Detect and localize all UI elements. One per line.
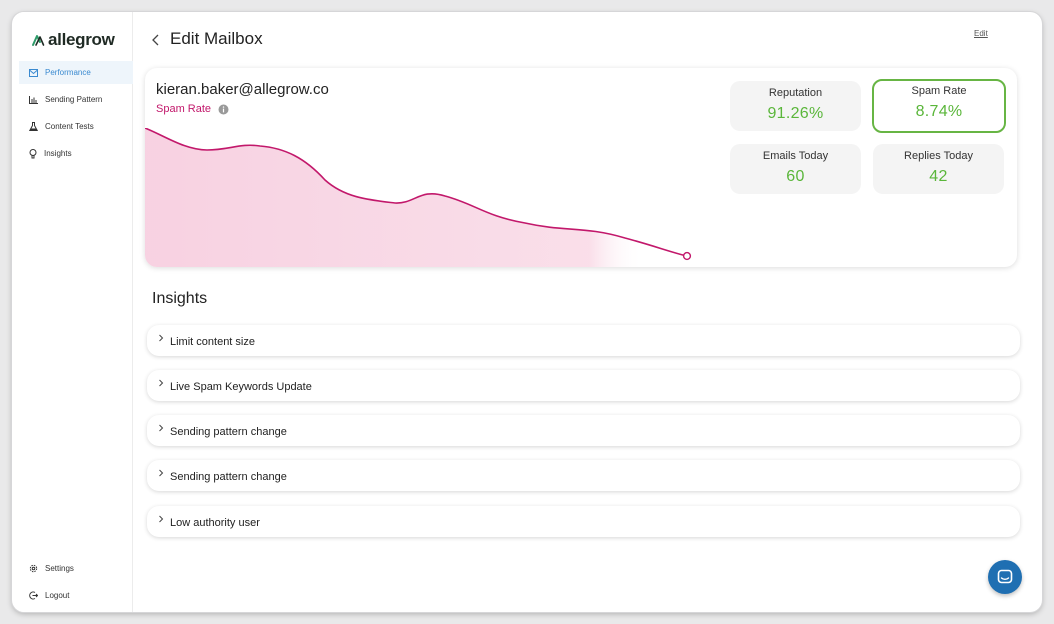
sidebar-item-logout[interactable]: Logout: [19, 584, 133, 607]
logout-icon: [29, 591, 38, 600]
chevron-left-icon: [152, 34, 159, 46]
stat-spam-rate[interactable]: Spam Rate 8.74%: [872, 79, 1006, 133]
sidebar-item-insights[interactable]: Insights: [19, 142, 133, 165]
chart-line: [145, 128, 688, 257]
brand-name: allegrow: [48, 30, 115, 49]
chevron-right-icon: [159, 424, 164, 432]
insight-item[interactable]: Low authority user: [147, 506, 1020, 537]
sidebar-item-label: Insights: [44, 149, 72, 158]
stat-label: Emails Today: [762, 150, 829, 162]
sidebar: allegrow Performance Sending Pattern: [19, 12, 133, 612]
back-button[interactable]: [149, 31, 163, 49]
stat-label: Reputation: [768, 87, 823, 99]
chat-icon: [997, 569, 1013, 584]
chevron-right-icon: [159, 379, 164, 387]
sidebar-nav: Performance Sending Pattern Content Test…: [19, 61, 133, 169]
edit-link[interactable]: Edit: [974, 29, 988, 38]
mailbox-email: kieran.baker@allegrow.co: [156, 81, 329, 98]
sidebar-item-performance[interactable]: Performance: [19, 61, 133, 84]
gear-icon: [29, 564, 38, 573]
sidebar-item-sending-pattern[interactable]: Sending Pattern: [19, 88, 133, 111]
stat-label: Spam Rate: [911, 85, 967, 97]
spam-rate-chart: [145, 128, 692, 267]
insight-item[interactable]: Live Spam Keywords Update: [147, 370, 1020, 401]
insight-label: Sending pattern change: [170, 471, 287, 483]
chat-launcher-button[interactable]: [988, 560, 1022, 594]
info-icon[interactable]: [218, 104, 229, 115]
insight-label: Live Spam Keywords Update: [170, 381, 312, 393]
insight-label: Sending pattern change: [170, 426, 287, 438]
stat-value: 8.74%: [915, 103, 963, 120]
sidebar-item-content-tests[interactable]: Content Tests: [19, 115, 133, 138]
chevron-right-icon: [159, 515, 164, 523]
mailbox-summary-card: kieran.baker@allegrow.co Spam Rate Reput…: [145, 68, 1017, 267]
stat-reputation: Reputation 91.26%: [730, 81, 861, 131]
sidebar-bottom-nav: Settings Logout: [19, 557, 133, 611]
app-window: allegrow Performance Sending Pattern: [12, 12, 1042, 612]
lightbulb-icon: [29, 148, 37, 158]
brand-logo[interactable]: allegrow: [31, 30, 115, 50]
sidebar-item-label: Logout: [45, 591, 70, 600]
insights-title: Insights: [152, 290, 208, 307]
mail-icon: [29, 68, 38, 77]
sidebar-item-label: Sending Pattern: [45, 95, 103, 104]
sidebar-item-label: Performance: [45, 68, 91, 77]
insight-label: Low authority user: [170, 517, 260, 529]
sidebar-item-label: Content Tests: [45, 122, 94, 131]
chevron-right-icon: [159, 469, 164, 477]
sidebar-item-settings[interactable]: Settings: [19, 557, 133, 580]
insight-item[interactable]: Sending pattern change: [147, 460, 1020, 491]
stat-value: 60: [786, 168, 805, 185]
stat-emails-today: Emails Today 60: [730, 144, 861, 194]
flask-icon: [29, 122, 38, 131]
stat-replies-today: Replies Today 42: [873, 144, 1004, 194]
insight-item[interactable]: Limit content size: [147, 325, 1020, 356]
chart-end-point[interactable]: [682, 251, 692, 261]
page-title: Edit Mailbox: [170, 29, 263, 48]
chevron-right-icon: [159, 334, 164, 342]
stat-value: 91.26%: [767, 105, 824, 122]
bar-chart-icon: [29, 95, 38, 104]
stat-label: Replies Today: [904, 150, 973, 162]
allegrow-logo-icon: [32, 35, 45, 46]
stat-value: 42: [929, 168, 948, 185]
insight-label: Limit content size: [170, 336, 255, 348]
sidebar-item-label: Settings: [45, 564, 74, 573]
insight-item[interactable]: Sending pattern change: [147, 415, 1020, 446]
chart-area: [145, 128, 687, 267]
chart-metric-label: Spam Rate: [156, 103, 212, 115]
